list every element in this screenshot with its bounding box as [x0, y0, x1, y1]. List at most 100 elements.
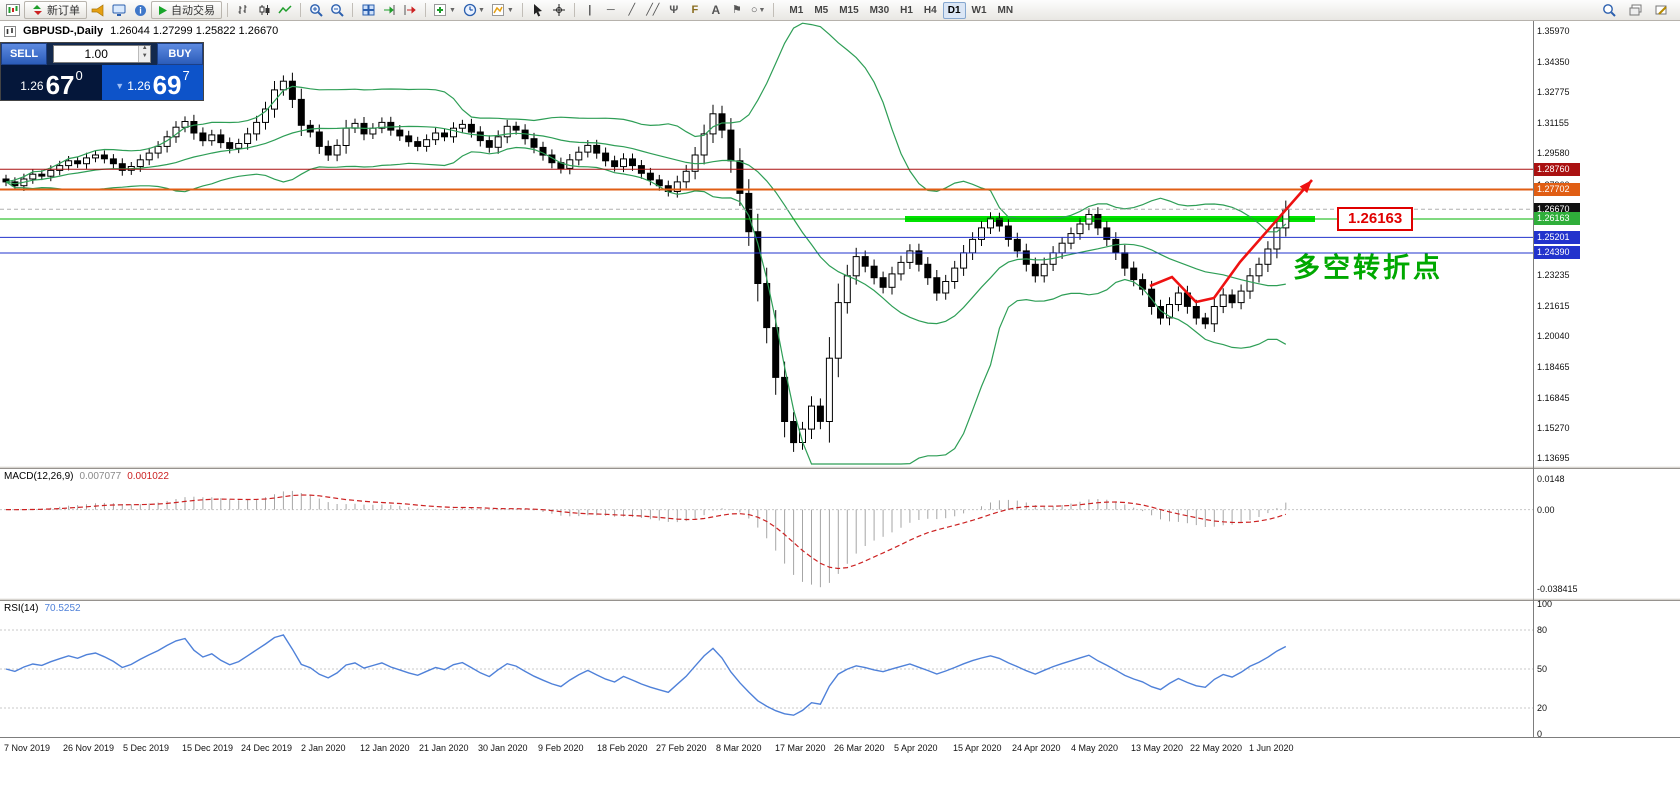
date-axis-label: 7 Nov 2019 [4, 743, 51, 753]
chart-window-icon[interactable] [3, 1, 23, 19]
templates-icon[interactable]: ▼ [489, 1, 517, 19]
price-axis-label: 1.29580 [1537, 148, 1570, 158]
rsi-chart[interactable] [0, 601, 1533, 737]
fibonacci-icon[interactable]: F [691, 3, 699, 16]
crosshair-icon[interactable] [549, 1, 569, 19]
info-icon[interactable]: i [130, 1, 150, 19]
trade-panel-prices: 1.26 67 0 ▼ 1.26 69 7 [1, 65, 203, 100]
panel-separator[interactable] [0, 598, 1680, 601]
timeframe-m1[interactable]: M1 [789, 4, 804, 16]
shapes-icon[interactable]: ○ ▼ [750, 3, 766, 16]
toolbar-separator [425, 3, 426, 17]
dropdown-arrow-icon: ▼ [758, 6, 766, 14]
add-indicator-icon[interactable]: ▼ [431, 1, 459, 19]
panel-separator[interactable] [0, 466, 1680, 469]
chart-shift-icon[interactable] [400, 1, 420, 19]
support-level-label[interactable]: 1.26163 [1337, 207, 1414, 231]
price-axis-label: 1.31155 [1537, 118, 1569, 128]
volume-down-icon[interactable]: ▼ [139, 53, 150, 62]
alerts-icon[interactable] [88, 1, 108, 19]
candlestick-chart-icon[interactable] [254, 1, 274, 19]
buy-price[interactable]: ▼ 1.26 69 7 [102, 65, 203, 100]
price-axis-divider[interactable] [1533, 21, 1534, 738]
zoom-in-icon[interactable] [306, 1, 326, 19]
rsi-axis-label: 20 [1537, 703, 1548, 713]
line-chart-icon[interactable] [275, 1, 295, 19]
macd-axis-label: 0.0148 [1537, 474, 1565, 484]
zoom-out-icon[interactable] [327, 1, 347, 19]
text-icon[interactable]: A [711, 3, 721, 17]
rsi-axis-label: 0 [1537, 729, 1543, 739]
candlestick-chart[interactable] [0, 21, 1533, 466]
macd-label: MACD(12,26,9) 0.007077 0.001022 [4, 471, 169, 482]
new-order-label: 新订单 [47, 5, 80, 17]
buy-price-sup: 7 [182, 68, 190, 83]
toolbar-separator [300, 3, 301, 17]
window-restore-icon[interactable] [1625, 1, 1645, 19]
timeframe-w1[interactable]: W1 [971, 4, 987, 16]
channel-icon[interactable]: ╱╱ [646, 3, 660, 16]
rsi-axis-label: 50 [1537, 664, 1548, 674]
timeframe-m5[interactable]: M5 [814, 4, 829, 16]
macd-axis-label: -0.038415 [1537, 584, 1578, 594]
toolbar-right [1599, 1, 1677, 19]
macd-signal-value: 0.001022 [127, 471, 169, 482]
symbol-period: GBPUSD-,Daily [23, 25, 104, 37]
pitchfork-icon[interactable]: Ψ [669, 3, 679, 16]
date-axis-label: 21 Jan 2020 [419, 743, 469, 753]
new-order-button[interactable]: 新订单 [24, 1, 87, 19]
tick-down-icon: ▼ [115, 81, 125, 91]
bar-chart-icon[interactable] [233, 1, 253, 19]
window-edit-icon[interactable] [1651, 1, 1671, 19]
date-axis-label: 2 Jan 2020 [301, 743, 346, 753]
date-axis-label: 30 Jan 2020 [478, 743, 528, 753]
date-axis-label: 5 Apr 2020 [894, 743, 938, 753]
macd-chart[interactable] [0, 469, 1533, 598]
chart-icon [4, 25, 16, 37]
chart-title: GBPUSD-,Daily 1.26044 1.27299 1.25822 1.… [4, 25, 278, 37]
timeframe-h4[interactable]: H4 [923, 4, 937, 16]
periods-icon[interactable]: ▼ [460, 1, 488, 19]
volume-input[interactable] [54, 46, 139, 62]
volume-up-icon[interactable]: ▲ [139, 45, 150, 54]
sell-button[interactable]: SELL [1, 43, 47, 65]
timeframe-d1[interactable]: D1 [942, 1, 966, 19]
volume-field: ▲ ▼ [53, 45, 151, 63]
sell-price[interactable]: 1.26 67 0 [1, 65, 102, 100]
search-icon[interactable] [1599, 1, 1619, 19]
timeframe-group: M1 M5 M15 M30 H1 H4 D1 W1 MN [784, 1, 1018, 19]
timeframe-h1[interactable]: H1 [900, 4, 913, 16]
timeframe-m30[interactable]: M30 [869, 4, 890, 16]
trendline-icon[interactable]: ╱ [628, 3, 636, 16]
chart-workspace: GBPUSD-,Daily 1.26044 1.27299 1.25822 1.… [0, 21, 1680, 807]
vertical-line-icon[interactable]: | [588, 3, 592, 16]
sell-price-base: 1.26 [20, 79, 44, 93]
date-axis-label: 18 Feb 2020 [597, 743, 648, 753]
market-monitor-icon[interactable] [109, 1, 129, 19]
tile-windows-icon[interactable] [358, 1, 378, 19]
sell-price-pips: 67 [45, 70, 75, 100]
auto-trading-button[interactable]: 自动交易 [151, 1, 222, 19]
autotrade-play-icon [158, 5, 168, 16]
rsi-axis-label: 100 [1537, 599, 1553, 609]
toolbar-separator [227, 3, 228, 17]
trade-panel-controls: SELL ▲ ▼ BUY [1, 43, 203, 65]
toolbar-separator [352, 3, 353, 17]
new-order-icon [31, 4, 44, 16]
date-axis-label: 4 May 2020 [1071, 743, 1119, 753]
date-axis-label: 26 Mar 2020 [834, 743, 885, 753]
timeframe-m15[interactable]: M15 [839, 4, 859, 16]
buy-button[interactable]: BUY [157, 43, 203, 65]
label-icon[interactable]: ⚑ [731, 3, 742, 16]
price-level-tag: 1.25201 [1534, 231, 1580, 244]
date-axis-label: 17 Mar 2020 [775, 743, 826, 753]
timeframe-mn[interactable]: MN [997, 4, 1014, 16]
dropdown-arrow-icon: ▼ [506, 6, 514, 14]
auto-trading-label: 自动交易 [171, 5, 215, 17]
time-axis[interactable]: 7 Nov 2019 26 Nov 2019 5 Dec 2019 15 Dec 20… [0, 737, 1680, 763]
price-axis-label: 1.20040 [1537, 331, 1570, 341]
auto-scroll-icon[interactable] [379, 1, 399, 19]
macd-axis-label: 0.00 [1537, 505, 1555, 515]
cursor-icon[interactable] [528, 1, 548, 19]
horizontal-line-icon[interactable]: ─ [606, 3, 615, 16]
